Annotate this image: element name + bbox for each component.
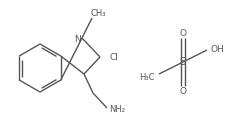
Text: O: O <box>179 87 187 95</box>
Text: Cl: Cl <box>109 54 118 62</box>
Text: CH₃: CH₃ <box>90 8 106 18</box>
Text: H₃C: H₃C <box>139 73 155 83</box>
Text: N: N <box>75 35 81 44</box>
Text: NH₂: NH₂ <box>109 105 125 115</box>
Text: OH: OH <box>210 45 224 54</box>
Text: S: S <box>180 57 186 67</box>
Text: O: O <box>179 29 187 38</box>
